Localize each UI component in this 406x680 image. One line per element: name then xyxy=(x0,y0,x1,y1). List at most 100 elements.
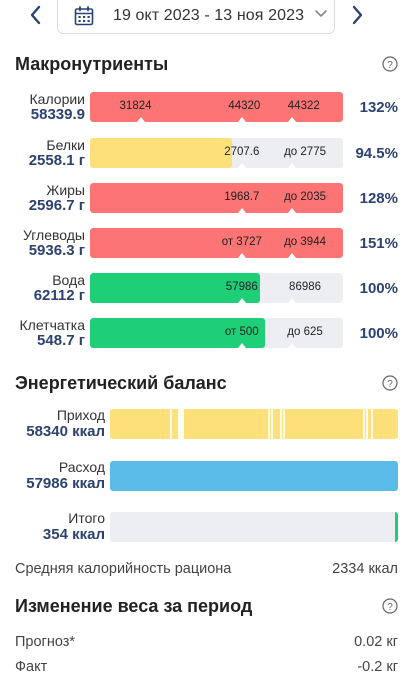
energy-section-title: Энергетический баланс xyxy=(15,373,227,393)
energy-row: Расход 57986 ккал xyxy=(0,456,406,496)
energy-bar[interactable] xyxy=(110,461,398,491)
svg-text:?: ? xyxy=(387,379,393,390)
weight-section-title: Изменение веса за период xyxy=(15,596,253,616)
calendar-icon xyxy=(74,6,94,26)
energy-name: Приход xyxy=(56,407,105,423)
macro-label: Клетчатка 548.7 г xyxy=(20,318,85,349)
bar-threshold-label: 44322 xyxy=(287,100,320,112)
bar-tick-marker xyxy=(288,117,297,122)
avg-calories-label: Средняя калорийность рациона xyxy=(15,561,232,577)
macro-progress-fill xyxy=(90,318,265,348)
energy-segment-divider xyxy=(180,409,183,439)
macro-name: Клетчатка xyxy=(19,317,85,333)
macro-row: Углеводы 5936.3 г от 3727 до 3944 151% xyxy=(0,224,406,264)
energy-bar-fill xyxy=(110,409,398,439)
bar-tick-marker xyxy=(288,208,297,213)
chevron-down-icon xyxy=(315,10,327,17)
macro-value: 2558.1 г xyxy=(28,152,85,169)
energy-label: Итого 354 ккал xyxy=(43,510,105,543)
bar-threshold-label: до 2035 xyxy=(284,191,326,203)
macro-name: Белки xyxy=(46,137,85,153)
energy-value: 57986 ккал xyxy=(26,475,105,492)
macro-progress-bar[interactable]: от 3727 до 3944 xyxy=(90,228,343,258)
help-icon[interactable]: ? xyxy=(382,56,398,72)
energy-bar[interactable] xyxy=(110,409,398,439)
bar-threshold-label: 44320 xyxy=(228,100,261,112)
energy-segment-divider xyxy=(271,409,274,439)
energy-label: Расход 57986 ккал xyxy=(26,459,105,492)
energy-segment-divider xyxy=(282,409,285,439)
bar-threshold-label: от 3727 xyxy=(221,236,262,248)
help-icon[interactable]: ? xyxy=(382,375,398,391)
bar-threshold-label: 57986 xyxy=(225,281,258,293)
macro-progress-fill xyxy=(90,138,232,168)
bar-threshold-label: до 2775 xyxy=(284,146,326,158)
bar-threshold-label: до 625 xyxy=(287,326,323,338)
help-icon[interactable]: ? xyxy=(382,598,398,614)
date-navigation: 19 окт 2023 - 13 ноя 2023 xyxy=(0,0,406,34)
macro-percent: 100% xyxy=(359,325,398,342)
energy-segment-divider xyxy=(182,409,184,439)
date-range-picker[interactable]: 19 окт 2023 - 13 ноя 2023 xyxy=(57,0,335,34)
bar-tick-marker xyxy=(237,163,246,168)
macro-progress-fill xyxy=(90,228,343,258)
weight-forecast-label: Прогноз* xyxy=(15,634,76,650)
macro-name: Жиры xyxy=(46,182,85,198)
macro-label: Углеводы 5936.3 г xyxy=(23,228,85,259)
energy-row: Итого 354 ккал xyxy=(0,507,406,547)
bar-tick-marker xyxy=(288,163,297,168)
macro-progress-bar[interactable]: 1968.7 до 2035 xyxy=(90,183,343,213)
energy-segment-divider xyxy=(170,409,173,439)
svg-text:?: ? xyxy=(387,60,393,71)
macro-value: 2596.7 г xyxy=(28,197,85,214)
energy-row: Приход 58340 ккал xyxy=(0,404,406,444)
bar-threshold-label: 2707.6 xyxy=(224,146,260,158)
bar-threshold-label: 1968.7 xyxy=(224,191,260,203)
macro-row: Белки 2558.1 г 2707.6 до 2775 94.5% xyxy=(0,134,406,174)
macro-row: Вода 62112 г 57986 86986 100% xyxy=(0,269,406,309)
energy-name: Итого xyxy=(68,510,105,526)
macro-row: Жиры 2596.7 г 1968.7 до 2035 128% xyxy=(0,179,406,219)
energy-bar-fill xyxy=(395,512,398,542)
macro-progress-bar[interactable]: 2707.6 до 2775 xyxy=(90,138,343,168)
energy-segment-divider xyxy=(177,409,180,439)
energy-segment-divider xyxy=(370,409,373,439)
svg-text:?: ? xyxy=(387,602,393,613)
energy-value: 354 ккал xyxy=(42,526,105,543)
macro-label: Вода 62112 г xyxy=(34,273,85,304)
macro-value: 62112 г xyxy=(33,287,85,304)
macro-label: Белки 2558.1 г xyxy=(29,138,85,169)
macro-progress-fill xyxy=(90,183,343,213)
energy-segment-divider xyxy=(268,409,271,439)
bar-tick-marker xyxy=(237,117,246,122)
macro-progress-fill xyxy=(90,273,260,303)
energy-label: Приход 58340 ккал xyxy=(26,407,105,440)
macro-progress-fill xyxy=(90,92,343,122)
chevron-left-icon[interactable] xyxy=(24,2,48,28)
bar-tick-marker xyxy=(288,298,297,303)
energy-segment-divider xyxy=(179,409,182,439)
energy-bar-fill xyxy=(110,461,398,491)
macro-progress-bar[interactable]: от 500 до 625 xyxy=(90,318,343,348)
macro-row: Калории 58339.9 31824 44320 44322 132% xyxy=(0,88,406,128)
macros-section-title: Макронутриенты xyxy=(15,54,169,74)
energy-segment-divider xyxy=(279,409,282,439)
macro-name: Вода xyxy=(52,272,85,288)
energy-bar[interactable] xyxy=(110,512,398,542)
macro-percent: 132% xyxy=(359,99,398,116)
bar-tick-marker xyxy=(237,298,246,303)
macro-progress-bar[interactable]: 31824 44320 44322 xyxy=(90,92,343,122)
bar-threshold-label: 31824 xyxy=(119,100,152,112)
macro-percent: 128% xyxy=(359,190,398,207)
macro-row: Клетчатка 548.7 г от 500 до 625 100% xyxy=(0,314,406,354)
chevron-right-icon[interactable] xyxy=(345,2,369,28)
bar-tick-marker xyxy=(288,253,297,258)
weight-actual-value: -0.2 кг xyxy=(357,659,398,675)
macro-progress-bar[interactable]: 57986 86986 xyxy=(90,273,343,303)
bar-threshold-label: до 3944 xyxy=(284,236,326,248)
weight-forecast-value: 0.02 кг xyxy=(354,634,398,650)
macro-percent: 151% xyxy=(359,235,398,252)
avg-calories-value: 2334 ккал xyxy=(332,561,398,577)
bar-tick-marker xyxy=(136,117,145,122)
date-range-label: 19 окт 2023 - 13 ноя 2023 xyxy=(113,7,305,24)
